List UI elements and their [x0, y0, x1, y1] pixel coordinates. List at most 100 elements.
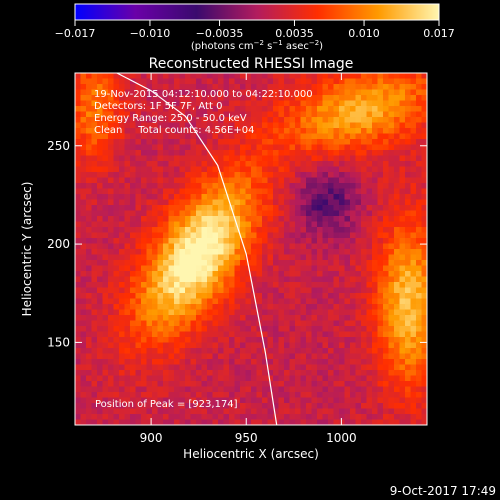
image-pixel	[179, 117, 186, 123]
image-pixel	[102, 161, 109, 167]
image-pixel	[212, 238, 219, 244]
image-pixel	[234, 210, 241, 217]
image-pixel	[311, 139, 318, 145]
image-pixel	[262, 232, 268, 239]
image-pixel	[410, 309, 417, 316]
image-pixel	[86, 370, 92, 376]
image-pixel	[130, 122, 136, 129]
image-pixel	[322, 408, 329, 415]
image-pixel	[394, 199, 400, 206]
image-pixel	[328, 133, 334, 140]
image-pixel	[416, 326, 422, 332]
image-pixel	[91, 227, 98, 233]
image-pixel	[124, 227, 131, 233]
image-pixel	[234, 331, 241, 338]
image-pixel	[113, 177, 120, 184]
y-tick-label: 200	[47, 237, 70, 251]
image-pixel	[102, 320, 109, 327]
image-pixel	[317, 337, 323, 343]
image-pixel	[339, 183, 345, 189]
image-pixel	[113, 84, 120, 90]
image-pixel	[251, 254, 257, 261]
image-pixel	[350, 359, 356, 365]
image-pixel	[124, 139, 131, 145]
image-pixel	[311, 320, 318, 327]
image-pixel	[306, 122, 312, 129]
image-pixel	[278, 177, 285, 184]
image-pixel	[383, 271, 389, 277]
x-tick-label: 1000	[326, 431, 357, 445]
image-pixel	[262, 386, 268, 393]
image-pixel	[113, 271, 120, 277]
image-pixel	[234, 150, 241, 156]
image-pixel	[86, 122, 92, 129]
image-pixel	[300, 326, 307, 332]
image-pixel	[295, 397, 301, 404]
image-pixel	[366, 304, 373, 310]
image-pixel	[86, 403, 92, 409]
image-pixel	[394, 161, 400, 167]
image-pixel	[157, 282, 164, 288]
image-pixel	[344, 403, 351, 409]
image-pixel	[273, 84, 279, 90]
image-pixel	[223, 199, 230, 206]
image-pixel	[75, 293, 81, 299]
image-pixel	[394, 100, 400, 107]
image-pixel	[102, 73, 109, 79]
image-pixel	[339, 276, 345, 283]
image-pixel	[350, 370, 356, 376]
image-pixel	[223, 139, 230, 145]
image-pixel	[377, 370, 384, 376]
image-pixel	[251, 172, 257, 178]
image-pixel	[388, 386, 395, 393]
image-pixel	[273, 106, 279, 112]
image-pixel	[355, 260, 362, 266]
image-pixel	[207, 337, 213, 343]
image-pixel	[306, 84, 312, 90]
image-pixel	[102, 287, 109, 294]
image-pixel	[350, 139, 356, 145]
image-pixel	[350, 260, 356, 266]
image-pixel	[212, 111, 219, 118]
image-pixel	[190, 89, 197, 96]
image-pixel	[394, 111, 400, 118]
colorbar-tick-label: 0.017	[423, 27, 455, 40]
image-pixel	[207, 117, 213, 123]
image-pixel	[86, 243, 92, 250]
image-pixel	[201, 260, 208, 266]
image-pixel	[383, 320, 389, 327]
image-pixel	[130, 227, 136, 233]
image-pixel	[372, 177, 378, 184]
image-pixel	[300, 370, 307, 376]
image-pixel	[289, 106, 296, 112]
image-pixel	[119, 166, 125, 173]
image-pixel	[229, 309, 235, 316]
image-pixel	[267, 194, 274, 200]
image-pixel	[207, 315, 213, 321]
image-pixel	[366, 194, 373, 200]
image-pixel	[113, 111, 120, 118]
image-pixel	[273, 194, 279, 200]
image-pixel	[223, 298, 230, 305]
image-pixel	[300, 166, 307, 173]
image-pixel	[80, 315, 87, 321]
image-pixel	[256, 238, 263, 244]
image-pixel	[223, 84, 230, 90]
image-pixel	[350, 364, 356, 371]
image-pixel	[240, 403, 246, 409]
image-pixel	[317, 117, 323, 123]
image-pixel	[223, 144, 230, 151]
image-pixel	[317, 227, 323, 233]
image-pixel	[141, 78, 147, 85]
image-pixel	[223, 150, 230, 156]
image-pixel	[234, 265, 241, 272]
image-pixel	[256, 227, 263, 233]
image-pixel	[163, 304, 169, 310]
annotation-line: Clean Total counts: 4.56E+04	[94, 125, 254, 136]
image-pixel	[245, 78, 252, 85]
image-pixel	[218, 89, 224, 96]
image-pixel	[317, 89, 323, 96]
image-pixel	[256, 386, 263, 393]
image-pixel	[207, 320, 213, 327]
image-pixel	[416, 298, 422, 305]
